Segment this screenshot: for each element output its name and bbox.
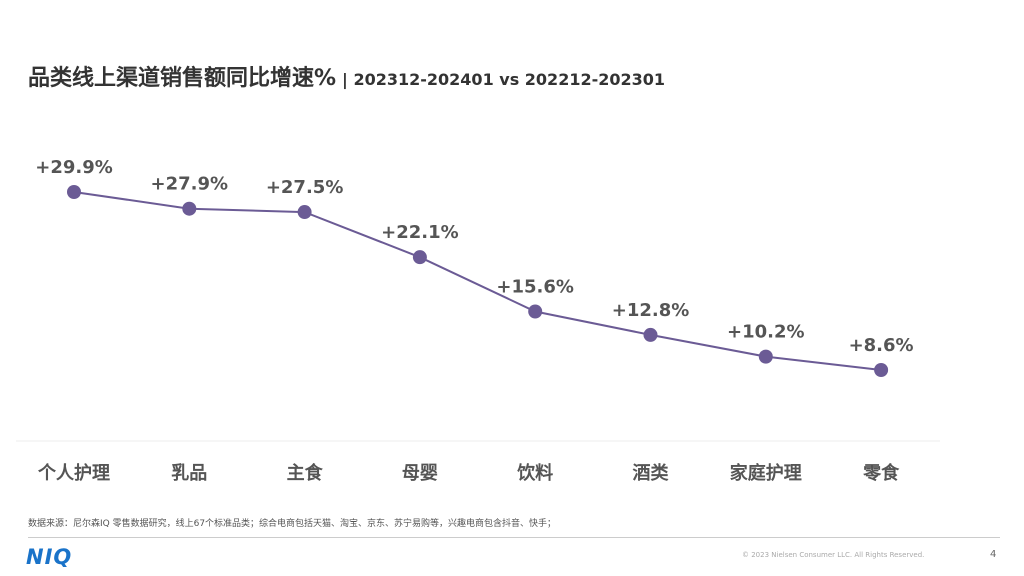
chart-subtitle: | 202312-202401 vs 202212-202301 — [342, 70, 666, 89]
category-label: 乳品 — [171, 463, 207, 484]
footer-divider — [28, 537, 1000, 538]
category-label: 家庭护理 — [730, 462, 802, 484]
data-point — [67, 185, 81, 199]
category-label: 饮料 — [516, 462, 553, 484]
data-point — [874, 363, 889, 377]
niq-logo: NIQ — [26, 545, 73, 569]
data-label: +8.6% — [849, 335, 914, 356]
data-point — [528, 304, 543, 319]
data-point — [412, 250, 427, 265]
data-point — [297, 205, 312, 220]
source-note: 数据来源：尼尔森IQ 零售数据研究，线上67个标准品类；综合电商包括天猫、淘宝、… — [28, 519, 557, 529]
category-label: 母婴 — [402, 463, 438, 484]
data-label: +27.5% — [266, 177, 344, 198]
data-point — [182, 201, 197, 216]
category-label: 主食 — [287, 462, 324, 484]
data-label: +15.6% — [496, 277, 574, 298]
series-line — [73, 191, 882, 371]
data-label: +12.8% — [612, 300, 690, 321]
data-label: +29.9% — [35, 157, 113, 178]
data-label: +10.2% — [727, 322, 805, 343]
category-label: 酒类 — [633, 462, 670, 484]
title-row: 品类线上渠道销售额同比增速% | 202312-202401 vs 202212-… — [28, 60, 665, 92]
line-chart: +29.9% 个人护理 +27.9% 乳品 +27.5% 主食 +22.1% 母婴 +15.6%… — [16, 157, 940, 484]
data-point — [758, 349, 773, 364]
copyright-text: © 2023 Nielsen Consumer LLC. All Rights … — [742, 551, 925, 559]
page-number: 4 — [990, 549, 997, 560]
category-label: 零食 — [862, 462, 900, 484]
category-label: 个人护理 — [37, 462, 110, 484]
chart-title: 品类线上渠道销售额同比增速% — [28, 66, 337, 91]
data-label: +27.9% — [151, 174, 229, 195]
data-label: +22.1% — [381, 222, 459, 243]
data-point — [643, 327, 658, 342]
